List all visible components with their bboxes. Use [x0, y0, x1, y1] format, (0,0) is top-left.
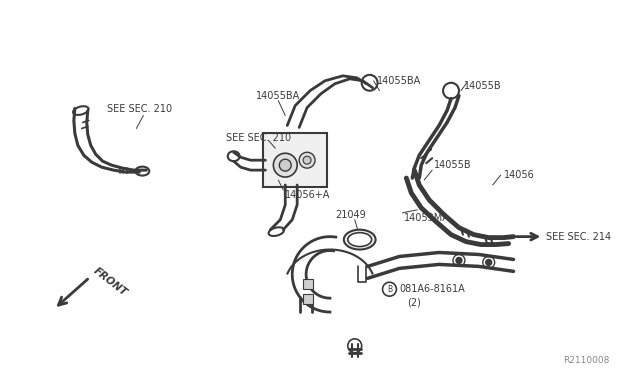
Text: FRONT: FRONT: [92, 266, 129, 298]
Text: SEE SEC. 214: SEE SEC. 214: [547, 232, 611, 242]
Text: SEE SEC. 210: SEE SEC. 210: [226, 133, 291, 143]
Circle shape: [299, 152, 315, 168]
FancyBboxPatch shape: [264, 134, 327, 187]
Text: SEE SEC. 210: SEE SEC. 210: [107, 103, 172, 113]
FancyBboxPatch shape: [303, 279, 313, 289]
Circle shape: [303, 156, 311, 164]
Ellipse shape: [348, 232, 372, 247]
Text: 14055BA: 14055BA: [376, 76, 421, 86]
Text: 081A6-8161A: 081A6-8161A: [399, 284, 465, 294]
Circle shape: [486, 259, 492, 265]
Text: 14055B: 14055B: [434, 160, 472, 170]
FancyBboxPatch shape: [303, 294, 313, 304]
Circle shape: [273, 153, 297, 177]
Text: R2110008: R2110008: [563, 356, 609, 365]
Text: 14056+A: 14056+A: [285, 190, 331, 200]
Text: 14055B: 14055B: [464, 81, 502, 91]
Circle shape: [279, 159, 291, 171]
Text: 14056: 14056: [504, 170, 534, 180]
Text: 14053MA: 14053MA: [404, 213, 451, 223]
Ellipse shape: [344, 230, 376, 250]
Circle shape: [456, 257, 462, 263]
Text: 14055BA: 14055BA: [255, 91, 300, 101]
Text: B: B: [387, 285, 392, 294]
Text: (2): (2): [407, 297, 421, 307]
Text: 21049: 21049: [335, 210, 365, 220]
